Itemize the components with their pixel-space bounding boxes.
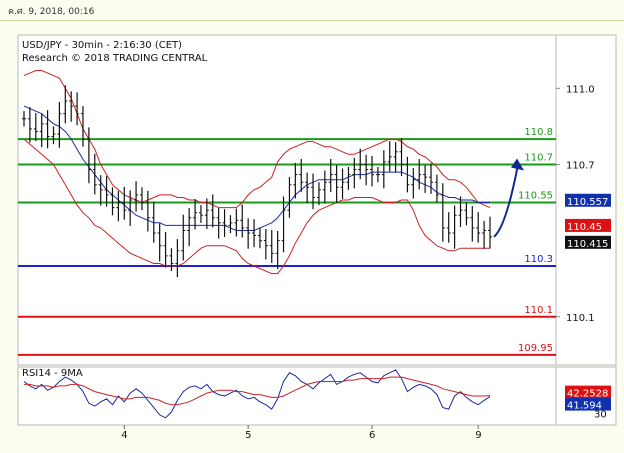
price-tag-label: 110.45 [567, 222, 602, 233]
level-label: 110.3 [524, 254, 553, 265]
x-tick-label: 4 [121, 430, 127, 441]
rsi-tag-box [565, 397, 611, 411]
x-tick-label: 6 [369, 430, 375, 441]
rsi-tag-label: 42.2528 [567, 389, 608, 400]
rsi-line [23, 369, 491, 419]
price-tag-box [565, 193, 611, 207]
header-divider [0, 20, 624, 21]
moving-average-line [23, 105, 490, 231]
price-tag-label: 110.415 [567, 239, 608, 250]
chart-title: USD/JPY - 30min - 2:16:30 (CET) [22, 40, 182, 51]
projection-arrow-head [511, 158, 524, 171]
rsi-title: RSI14 - 9MA [22, 368, 83, 379]
chart-timestamp: ค.ศ. 9, 2018, 00:16 [8, 7, 95, 17]
rsi-ma-line [24, 376, 491, 406]
rsi-panel-frame [17, 366, 617, 426]
y-tick-label: 110.7 [566, 160, 595, 171]
y-tick-label: 110.1 [566, 313, 595, 324]
level-label: 110.1 [524, 305, 553, 316]
projection-arrow-line [493, 164, 519, 238]
rsi-y-tick-label: 30 [594, 409, 607, 420]
level-label: 110.8 [524, 127, 553, 138]
x-tick-label: 9 [475, 430, 481, 441]
price-tag-label: 110.557 [567, 197, 608, 208]
price-tag-box [565, 218, 611, 232]
level-label: 110.7 [524, 152, 553, 163]
price-tag-box [565, 235, 611, 249]
x-tick-label: 5 [245, 430, 251, 441]
chart-subtitle: Research © 2018 TRADING CENTRAL [22, 53, 208, 64]
y-tick-label: 111.0 [566, 84, 595, 95]
bollinger-lower-line [23, 138, 490, 275]
rsi-tag-label: 41.594 [567, 401, 602, 412]
bollinger-upper-line [23, 70, 491, 209]
rsi-tag-box [565, 385, 611, 399]
level-label: 109.95 [518, 343, 553, 354]
level-label: 110.55 [518, 191, 553, 202]
